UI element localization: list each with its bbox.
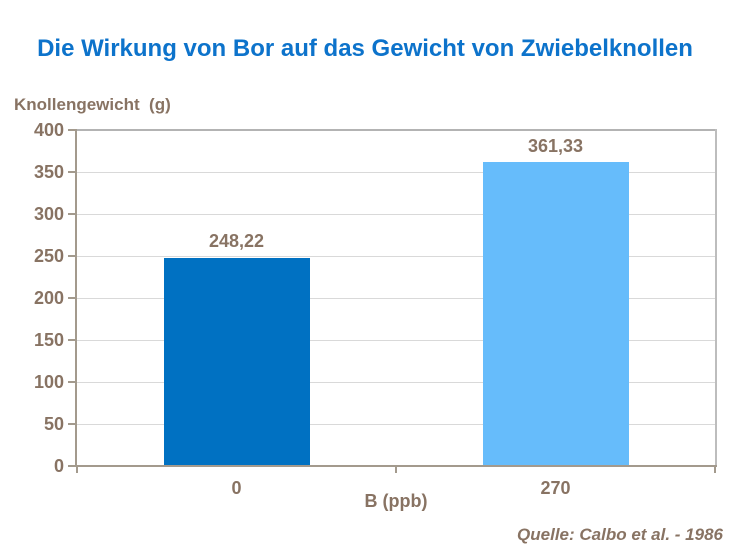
y-tick-label: 200 [33, 288, 64, 308]
y-tick-mark [68, 381, 76, 383]
bar-value-label: 248,22 [208, 231, 265, 252]
y-tick-mark [68, 423, 76, 425]
y-tick-mark [68, 255, 76, 257]
x-tick-mark [76, 467, 78, 473]
y-tick-mark [68, 213, 76, 215]
bar-value-label: 361,33 [527, 136, 584, 157]
y-axis-label: Knollengewicht (g) [14, 95, 171, 114]
y-axis-line [75, 129, 77, 467]
y-tick-label: 250 [33, 246, 64, 266]
y-tick-mark [68, 171, 76, 173]
gridline [77, 424, 715, 425]
x-tick-label: 270 [540, 478, 571, 498]
y-tick-label: 50 [43, 414, 64, 434]
plot-border-right [715, 129, 717, 467]
y-tick-label: 400 [33, 120, 64, 140]
x-axis-line [75, 465, 717, 467]
y-tick-label: 350 [33, 162, 64, 182]
bar-270 [482, 162, 629, 466]
y-tick-label: 300 [33, 204, 64, 224]
gridline [77, 382, 715, 383]
y-tick-label: 150 [33, 330, 64, 350]
gridline [77, 256, 715, 257]
gridline [77, 214, 715, 215]
gridline [77, 340, 715, 341]
x-tick-mark [714, 467, 716, 473]
bar-0 [163, 257, 310, 466]
y-tick-mark [68, 129, 76, 131]
x-axis-title: B (ppb) [364, 491, 428, 511]
y-tick-mark [68, 465, 76, 467]
gridline [77, 172, 715, 173]
plot-area [77, 130, 715, 466]
x-tick-mark [395, 467, 397, 473]
y-tick-label: 100 [33, 372, 64, 392]
y-tick-label: 0 [53, 456, 64, 476]
source-note: Quelle: Calbo et al. - 1986 [517, 525, 723, 544]
chart-title: Die Wirkung von Bor auf das Gewicht von … [37, 35, 693, 62]
gridline [77, 298, 715, 299]
y-tick-mark [68, 339, 76, 341]
x-tick-label: 0 [231, 478, 242, 498]
y-tick-mark [68, 297, 76, 299]
plot-border-top [76, 129, 717, 131]
